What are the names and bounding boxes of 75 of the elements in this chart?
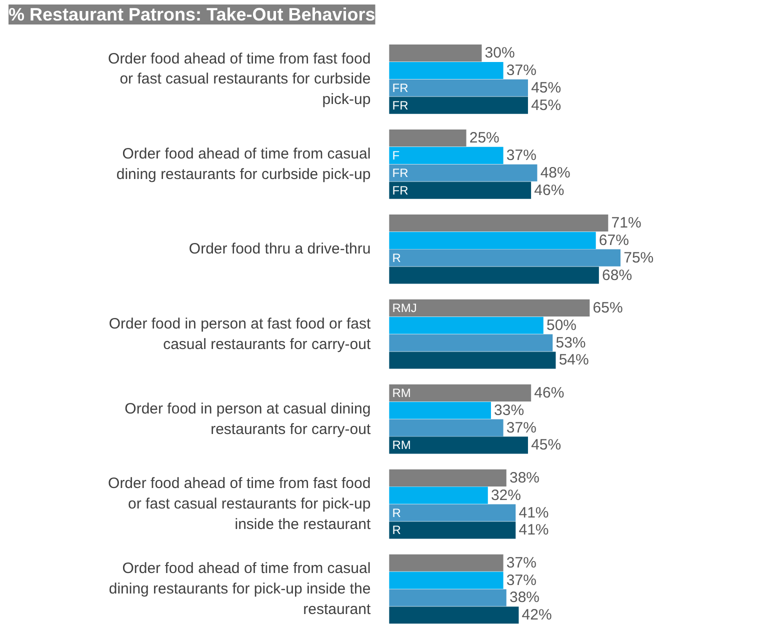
data-label: 54% (558, 352, 589, 369)
data-label: 37% (506, 572, 536, 589)
bar (389, 436, 528, 454)
bar (389, 522, 516, 539)
data-label: 75% (624, 249, 654, 266)
bar (389, 554, 504, 572)
y-tick-label: Order food thru a drive-thru (188, 240, 371, 258)
annotation: FR (392, 98, 409, 112)
bar (389, 214, 608, 232)
bar (389, 606, 519, 624)
annotation: RM (392, 386, 411, 400)
data-label: 37% (506, 419, 536, 436)
data-label: 41% (518, 522, 549, 539)
y-tick-label: Order food ahead of time from casual dining restaurants for pick-up inside the restaurant (108, 560, 372, 618)
data-label: 68% (602, 266, 632, 284)
data-label: 53% (556, 334, 586, 352)
annotation: R (392, 250, 402, 265)
bar (389, 334, 553, 352)
bar (389, 589, 506, 606)
bar (389, 146, 504, 164)
data-label: 32% (490, 486, 521, 504)
annotation: FR (392, 183, 409, 198)
data-label: 46% (534, 384, 564, 402)
data-label: 33% (494, 402, 524, 419)
data-label: 37% (506, 146, 536, 164)
text: % Restaurant Patrons: Take-Out Behaviors (8, 4, 376, 24)
data-label: 25% (469, 130, 500, 147)
data-label: 46% (534, 182, 564, 199)
bar (389, 419, 504, 436)
data-label: 37% (506, 554, 536, 572)
bar (389, 352, 556, 369)
bar (389, 572, 504, 589)
data-label: 30% (484, 44, 515, 62)
bar (389, 44, 482, 62)
bar (389, 316, 544, 334)
bar (389, 129, 466, 147)
annotation: R (392, 523, 402, 538)
data-label: 38% (509, 469, 540, 486)
data-label: 67% (598, 232, 629, 249)
annotation: F (392, 148, 400, 162)
data-label: 45% (531, 436, 562, 454)
bar (389, 182, 532, 199)
annotation: R (392, 506, 402, 520)
y-tick-label: Order food ahead of time from casual dining restaurants for curbside pick-up (116, 145, 371, 183)
data-label: 45% (531, 96, 562, 114)
annotation: FR (392, 80, 409, 95)
bar (389, 164, 538, 182)
data-label: 38% (509, 589, 540, 606)
data-label: 48% (540, 164, 570, 182)
bar (389, 469, 506, 486)
bar (389, 402, 491, 419)
data-label: 41% (518, 504, 549, 522)
annotation: RMJ (392, 300, 417, 315)
y-tick-label: Order food ahead of time from fast food or fast casual restaurants for pick-up inside the restaurant (108, 475, 372, 533)
bar (389, 62, 504, 80)
bar (389, 249, 621, 266)
bar (389, 504, 516, 522)
annotation: FR (392, 166, 409, 180)
y-tick-label: Order food in person at casual dining restaurants for carry-out (124, 400, 372, 438)
y-tick-label: Order food in person at fast food or fast casual restaurants for carry-out (108, 315, 372, 353)
bar (389, 96, 528, 114)
annotation: RM (392, 438, 411, 452)
bar (389, 266, 599, 284)
data-label: 50% (546, 316, 577, 334)
data-label: 45% (531, 79, 562, 96)
data-label: 65% (592, 299, 623, 316)
data-label: 37% (506, 62, 536, 79)
y-tick-label: Order food ahead of time from fast food or fast casual restaurants for curbside pick-up (108, 50, 371, 108)
data-label: 71% (611, 214, 642, 232)
bar (389, 486, 488, 504)
bar (389, 384, 532, 402)
data-label: 42% (522, 606, 552, 624)
bar (389, 299, 590, 317)
bar (389, 79, 528, 96)
bar (389, 232, 596, 249)
